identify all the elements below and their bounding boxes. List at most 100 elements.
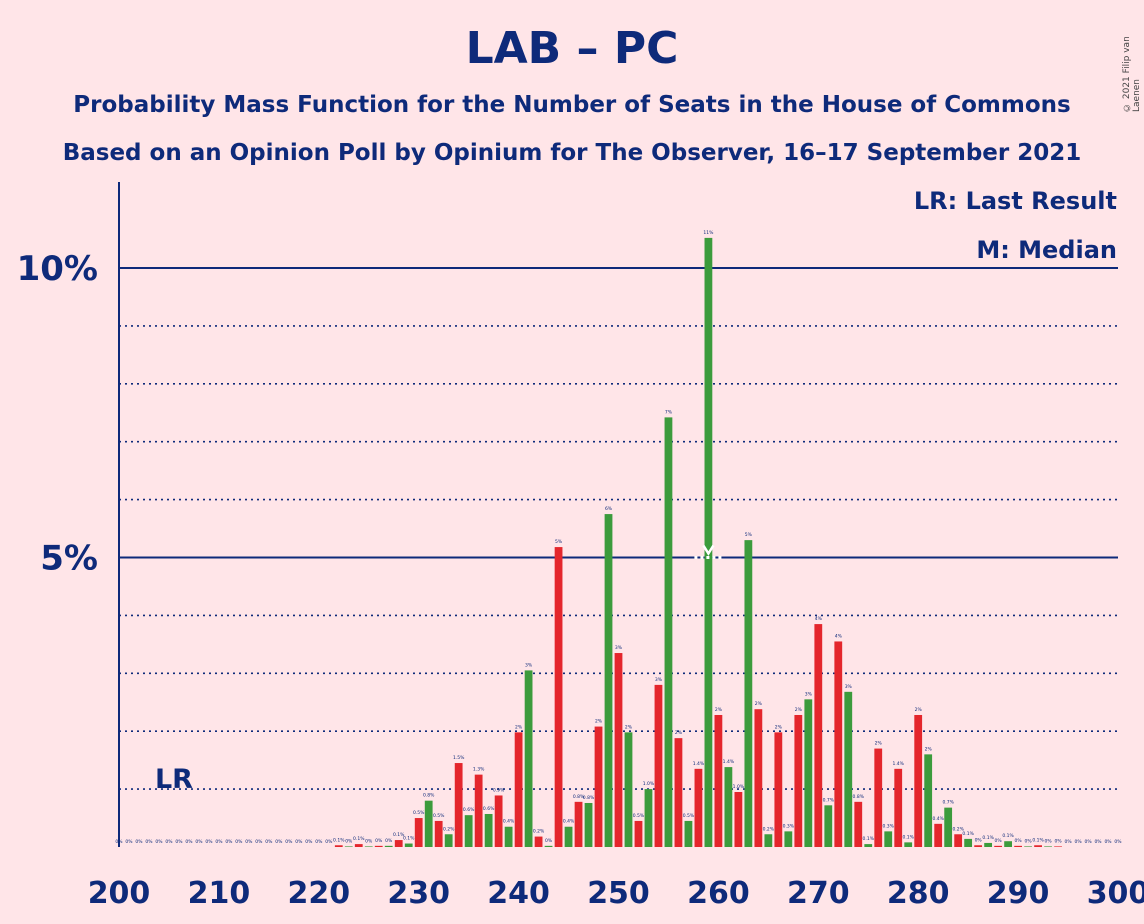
bar-seat-294 (1054, 846, 1062, 847)
bar-label-seat-279: 0.1% (902, 834, 914, 840)
x-tick-label-290: 290 (987, 876, 1050, 911)
bar-label-seat-241: 3% (525, 662, 533, 668)
bar-label-seat-207: 0% (185, 839, 193, 845)
bar-label-seat-203: 0% (145, 839, 153, 845)
bar-seat-239 (504, 826, 513, 847)
bar-label-seat-272: 4% (835, 633, 843, 639)
bar-label-seat-267: 0.3% (783, 823, 795, 829)
x-tick-label-250: 250 (587, 876, 650, 911)
bar-label-seat-214: 0% (255, 839, 263, 845)
bar-seat-250 (614, 653, 623, 847)
bar-label-seat-220: 0% (315, 839, 323, 845)
bar-seat-228 (394, 840, 403, 847)
bar-seat-291 (1024, 846, 1032, 847)
bar-label-seat-283: 0.7% (942, 800, 954, 806)
bar-label-seat-211: 0% (225, 839, 233, 845)
bar-seat-279 (904, 842, 913, 847)
bar-label-seat-270: 4% (815, 616, 823, 622)
bar-seat-267 (784, 831, 793, 847)
bar-seat-244 (554, 547, 563, 847)
bar-label-seat-235: 0.6% (463, 807, 475, 813)
y-tick-label-5: 5% (40, 539, 98, 579)
bar-seat-241 (524, 670, 533, 847)
bar-label-seat-269: 3% (805, 691, 813, 697)
bar-seat-273 (844, 691, 853, 847)
bar-label-seat-221: 0% (325, 839, 333, 845)
bar-label-seat-281: 2% (925, 746, 933, 752)
bar-label-seat-244: 5% (555, 539, 563, 545)
median-marker-chevron (702, 544, 715, 556)
bar-label-seat-299: 0% (1104, 839, 1112, 845)
bar-seat-278 (894, 768, 903, 847)
bar-label-seat-257: 0.5% (683, 813, 695, 819)
bar-label-seat-246: 0.8% (573, 794, 585, 800)
last-result-marker-label: LR (155, 764, 193, 795)
bar-label-seat-286: 0% (975, 837, 983, 843)
bar-label-seat-238: 0.9% (493, 787, 505, 793)
x-tick-label-220: 220 (287, 876, 350, 911)
x-tick-label-210: 210 (188, 876, 251, 911)
x-tick-label-200: 200 (88, 876, 151, 911)
bar-label-seat-236: 1.3% (473, 767, 485, 773)
bar-seat-283 (944, 807, 953, 847)
bar-seat-271 (824, 805, 833, 847)
bar-label-seat-219: 0% (305, 839, 313, 845)
bar-seat-275 (864, 844, 873, 847)
bar-seat-229 (404, 843, 413, 847)
bar-label-seat-204: 0% (155, 839, 163, 845)
bar-seat-287 (984, 842, 993, 847)
bar-label-seat-294: 0% (1054, 838, 1062, 844)
bar-seat-231 (424, 800, 433, 847)
bar-label-seat-250: 3% (615, 645, 623, 651)
bar-label-seat-275: 0.1% (863, 836, 875, 842)
bar-label-seat-232: 0.5% (433, 813, 445, 819)
x-tick-label-300: 300 (1087, 876, 1144, 911)
y-tick-label-10: 10% (17, 249, 98, 289)
bar-label-seat-265: 0.2% (763, 826, 775, 832)
bar-label-seat-284: 0.2% (952, 826, 964, 832)
bar-label-seat-216: 0% (275, 839, 283, 845)
bar-label-seat-229: 0.1% (403, 836, 415, 842)
bar-label-seat-293: 0% (1044, 838, 1052, 844)
bar-label-seat-254: 3% (655, 677, 663, 683)
bar-label-seat-231: 0.8% (423, 793, 435, 799)
bar-label-seat-251: 2% (625, 724, 633, 730)
bar-label-seat-224: 0.1% (353, 836, 365, 842)
bar-seat-264 (754, 709, 763, 847)
bar-seat-254 (654, 684, 663, 847)
bar-label-seat-282: 0.4% (932, 816, 944, 822)
bar-label-seat-285: 0.1% (962, 831, 974, 837)
bar-label-seat-245: 0.4% (563, 819, 575, 825)
tick-labels: 200 210 220 230 240 250 260 270 280 290 300 5% 10% (17, 249, 1144, 911)
bar-label-seat-202: 0% (135, 839, 143, 845)
bar-seat-242 (534, 836, 543, 847)
bar-label-seat-280: 2% (915, 707, 923, 713)
bar-seat-265 (764, 834, 773, 847)
bar-label-seat-201: 0% (125, 839, 133, 845)
bar-seat-237 (484, 813, 493, 847)
bar-seat-252 (634, 820, 643, 847)
bar-seat-289 (1004, 841, 1013, 847)
bar-seat-280 (914, 714, 923, 847)
bar-label-seat-273: 3% (845, 684, 853, 690)
bar-label-seat-298: 0% (1094, 839, 1102, 845)
bar-seat-276 (874, 748, 883, 847)
x-tick-label-230: 230 (387, 876, 450, 911)
bar-label-seat-274: 0.8% (853, 794, 865, 800)
bars (334, 237, 1062, 848)
bar-label-seat-290: 0% (1015, 838, 1023, 844)
bar-label-seat-209: 0% (205, 839, 213, 845)
bar-seat-222 (334, 845, 343, 847)
x-tick-label-280: 280 (887, 876, 950, 911)
bar-label-seat-278: 1.4% (893, 761, 905, 767)
bar-seat-233 (444, 834, 453, 847)
bar-seat-277 (884, 831, 893, 847)
bar-label-seat-300: 0% (1114, 839, 1122, 845)
bar-seat-226 (374, 845, 383, 847)
chart-title: LAB – PC (465, 23, 679, 74)
bar-label-seat-234: 1.5% (453, 755, 465, 761)
bar-label-seat-295: 0% (1064, 839, 1072, 845)
bar-seat-288 (994, 845, 1003, 847)
bar-seat-266 (774, 732, 783, 847)
